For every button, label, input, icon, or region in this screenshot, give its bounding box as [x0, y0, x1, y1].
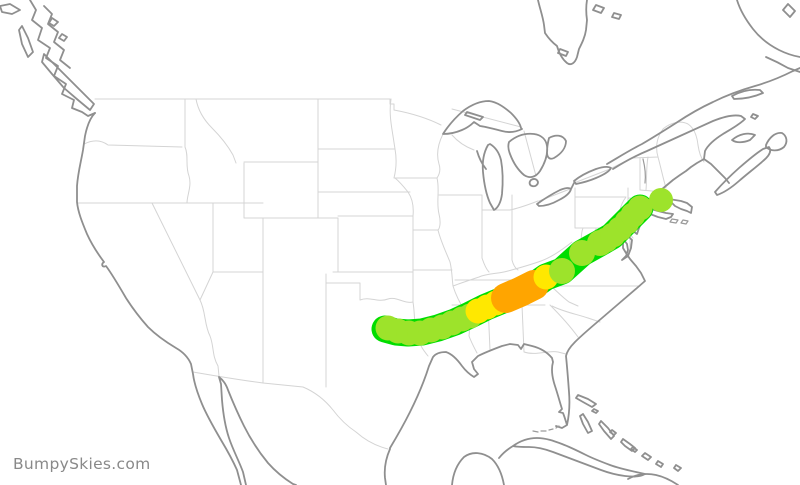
turbulence-forecast-route [371, 188, 673, 347]
nantucket-marthas-vineyard [669, 218, 689, 225]
alaska-panhandle-corner [0, 3, 68, 42]
western-state-borders [76, 98, 453, 388]
water-details [532, 158, 689, 433]
lake-champlain [642, 158, 646, 184]
prince-edward-island [731, 132, 756, 144]
lake-erie [536, 182, 575, 207]
state-and-country-borders [76, 98, 705, 450]
lake-superior [442, 100, 523, 135]
hudson-and-james-bay [537, 0, 622, 66]
anticosti-island [731, 88, 764, 100]
mexico-gulf-coast-and-yucatan [383, 448, 505, 485]
hispaniola [627, 473, 679, 485]
west-coast-and-baja [76, 112, 297, 485]
route-waypoint-lightGreen [649, 188, 673, 212]
nova-scotia [714, 146, 772, 196]
central-state-borders [389, 98, 641, 355]
newfoundland [736, 0, 800, 73]
haida-gwaii [18, 25, 34, 58]
st-lawrence-north-shore [606, 67, 800, 165]
us-canada-border [94, 98, 705, 202]
bahamas [575, 394, 682, 472]
us-mexico-border [192, 371, 389, 450]
vancouver-island [41, 53, 95, 111]
lake-st-clair [528, 178, 539, 188]
cuba [498, 437, 646, 478]
route-waypoint-lightGreen [627, 195, 653, 221]
route-waypoint-lightGreen [549, 258, 575, 284]
lake-michigan [476, 143, 504, 211]
gulf-and-atlantic-coast [389, 158, 730, 449]
british-columbia-coast [29, 0, 96, 117]
cape-breton-island [765, 132, 788, 152]
magdalen-islands [750, 113, 759, 120]
lake-ontario [573, 166, 612, 185]
route-segment-orange [491, 270, 549, 313]
lake-huron-georgian-bay [507, 132, 567, 178]
bc-fjord-detail [43, 5, 71, 69]
florida-keys [532, 425, 560, 433]
st-lawrence-south-shore-gaspe [612, 114, 746, 170]
site-watermark: BumpySkies.com [13, 455, 151, 473]
